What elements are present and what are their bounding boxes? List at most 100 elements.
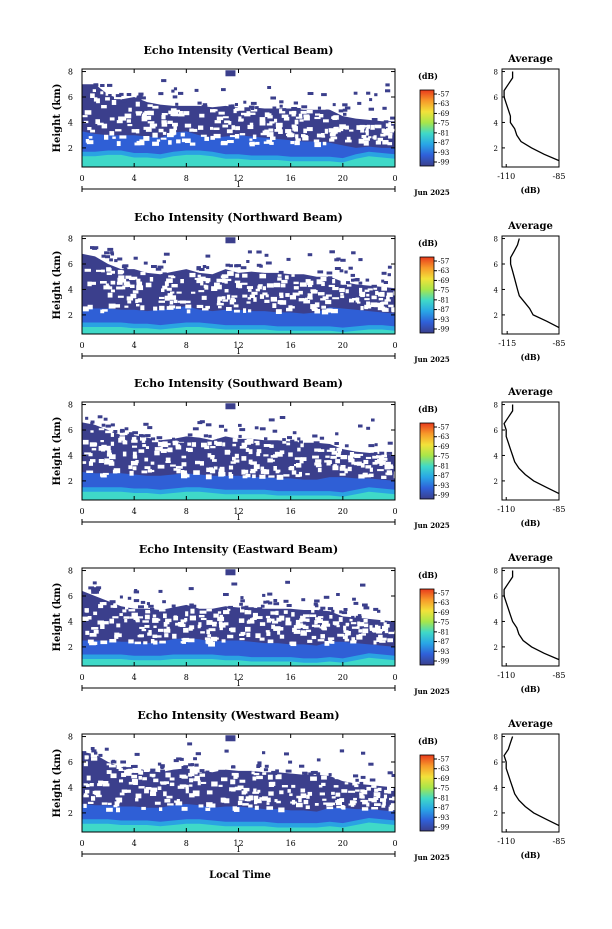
echo-gap-cell bbox=[267, 774, 273, 780]
echo-sparse-cell bbox=[327, 276, 333, 280]
echo-gap-cell bbox=[378, 298, 384, 301]
echo-gap-cell bbox=[253, 464, 260, 470]
echo-gap-cell bbox=[205, 638, 211, 644]
echo-gap-cell bbox=[206, 278, 211, 282]
echo-gap-cell bbox=[300, 457, 307, 462]
echo-gap-cell bbox=[333, 785, 339, 788]
echo-sparse-cell bbox=[286, 604, 292, 607]
echo-gap-cell bbox=[257, 285, 262, 290]
echo-layer-surface bbox=[82, 154, 395, 167]
average-y-tick-label: 6 bbox=[494, 94, 499, 102]
echo-gap-cell bbox=[247, 619, 253, 624]
echo-gap-cell bbox=[216, 116, 224, 121]
echo-gap-cell bbox=[91, 627, 98, 630]
echo-sparse-cell bbox=[368, 444, 375, 448]
echo-gap-cell bbox=[306, 618, 310, 622]
echo-sparse-cell bbox=[299, 764, 305, 768]
echo-gap-cell bbox=[83, 783, 88, 786]
day-label: 1 bbox=[236, 679, 241, 688]
x-tick-label: 0 bbox=[79, 507, 84, 516]
echo-sparse-cell bbox=[312, 434, 318, 438]
echo-gap-cell bbox=[166, 278, 173, 283]
echo-gap-cell bbox=[86, 470, 94, 474]
colorbar-tick-label: -63 bbox=[438, 267, 449, 275]
echo-gap-cell bbox=[321, 133, 325, 136]
echo-gap-cell bbox=[295, 619, 301, 624]
echo-gap-cell bbox=[317, 468, 322, 473]
echo-sparse-cell bbox=[319, 436, 325, 440]
echo-gap-cell bbox=[161, 448, 168, 452]
echo-gap-cell bbox=[381, 306, 386, 312]
echo-gap-cell bbox=[85, 630, 90, 635]
echo-gap-cell bbox=[275, 610, 279, 616]
echo-gap-cell bbox=[371, 295, 377, 300]
echo-gap-cell bbox=[262, 292, 268, 296]
echo-gap-cell bbox=[152, 617, 159, 623]
echo-gap-cell bbox=[307, 280, 314, 286]
echo-sparse-cell bbox=[208, 434, 212, 438]
echo-gap-cell bbox=[359, 292, 365, 297]
echo-gap-cell bbox=[175, 306, 181, 309]
echo-gap-cell bbox=[150, 639, 155, 644]
colorbar-tick-label: -57 bbox=[438, 756, 449, 764]
echo-sparse-cell bbox=[366, 426, 371, 430]
echo-gap-cell bbox=[354, 784, 359, 788]
echo-gap-cell bbox=[233, 807, 240, 812]
echo-gap-cell bbox=[343, 630, 349, 633]
echo-sparse-cell bbox=[369, 778, 376, 782]
echo-gap-cell bbox=[303, 799, 309, 805]
echo-gap-cell bbox=[92, 442, 98, 446]
echo-gap-cell bbox=[217, 301, 221, 305]
echo-gap-cell bbox=[110, 289, 115, 293]
echo-gap-cell bbox=[279, 450, 285, 455]
echo-gap-cell bbox=[101, 802, 108, 805]
echo-gap-cell bbox=[320, 298, 326, 301]
x-tick-label: 0 bbox=[392, 673, 397, 682]
echo-gap-cell bbox=[103, 285, 110, 290]
echo-sparse-cell bbox=[313, 602, 318, 606]
echo-gap-cell bbox=[247, 124, 254, 130]
y-axis-label: Height (km) bbox=[52, 583, 63, 652]
echo-sparse-cell bbox=[351, 615, 355, 619]
echo-gap-cell bbox=[172, 633, 177, 639]
echo-gap-cell bbox=[250, 468, 258, 472]
echo-gap-cell bbox=[300, 110, 307, 114]
echo-gap-cell bbox=[347, 466, 352, 472]
echo-gap-cell bbox=[228, 474, 234, 479]
echo-top-blob bbox=[225, 569, 236, 576]
echo-sparse-cell bbox=[199, 268, 205, 271]
echo-gap-cell bbox=[369, 625, 373, 630]
echo-sparse-cell bbox=[361, 751, 366, 755]
echo-sparse-cell bbox=[94, 751, 98, 755]
echo-gap-cell bbox=[359, 124, 365, 130]
echo-gap-cell bbox=[189, 615, 196, 621]
echo-gap-cell bbox=[107, 757, 111, 760]
echo-gap-cell bbox=[342, 635, 348, 639]
echo-gap-cell bbox=[114, 304, 121, 308]
echo-gap-cell bbox=[246, 301, 251, 304]
echo-sparse-cell bbox=[238, 434, 242, 438]
echo-gap-cell bbox=[386, 292, 393, 297]
echo-gap-cell bbox=[314, 620, 318, 625]
echo-gap-cell bbox=[344, 633, 349, 636]
echo-gap-cell bbox=[298, 471, 303, 477]
echo-gap-cell bbox=[88, 136, 93, 139]
echo-gap-cell bbox=[124, 305, 129, 308]
echo-sparse-cell bbox=[355, 278, 360, 281]
echo-gap-cell bbox=[87, 616, 92, 620]
echo-gap-cell bbox=[234, 134, 240, 139]
echo-sparse-cell bbox=[296, 108, 301, 111]
echo-gap-cell bbox=[322, 296, 329, 300]
echo-sparse-cell bbox=[119, 429, 124, 433]
echo-gap-cell bbox=[334, 126, 339, 132]
echo-sparse-cell bbox=[282, 438, 286, 442]
echo-gap-cell bbox=[257, 789, 261, 793]
echo-gap-cell bbox=[98, 604, 104, 609]
echo-sparse-cell bbox=[257, 607, 263, 611]
echo-gap-cell bbox=[336, 624, 340, 628]
echo-gap-cell bbox=[317, 639, 325, 642]
echo-gap-cell bbox=[339, 798, 345, 803]
echo-gap-cell bbox=[230, 461, 236, 464]
echo-gap-cell bbox=[311, 308, 317, 312]
echo-sparse-cell bbox=[260, 604, 265, 608]
